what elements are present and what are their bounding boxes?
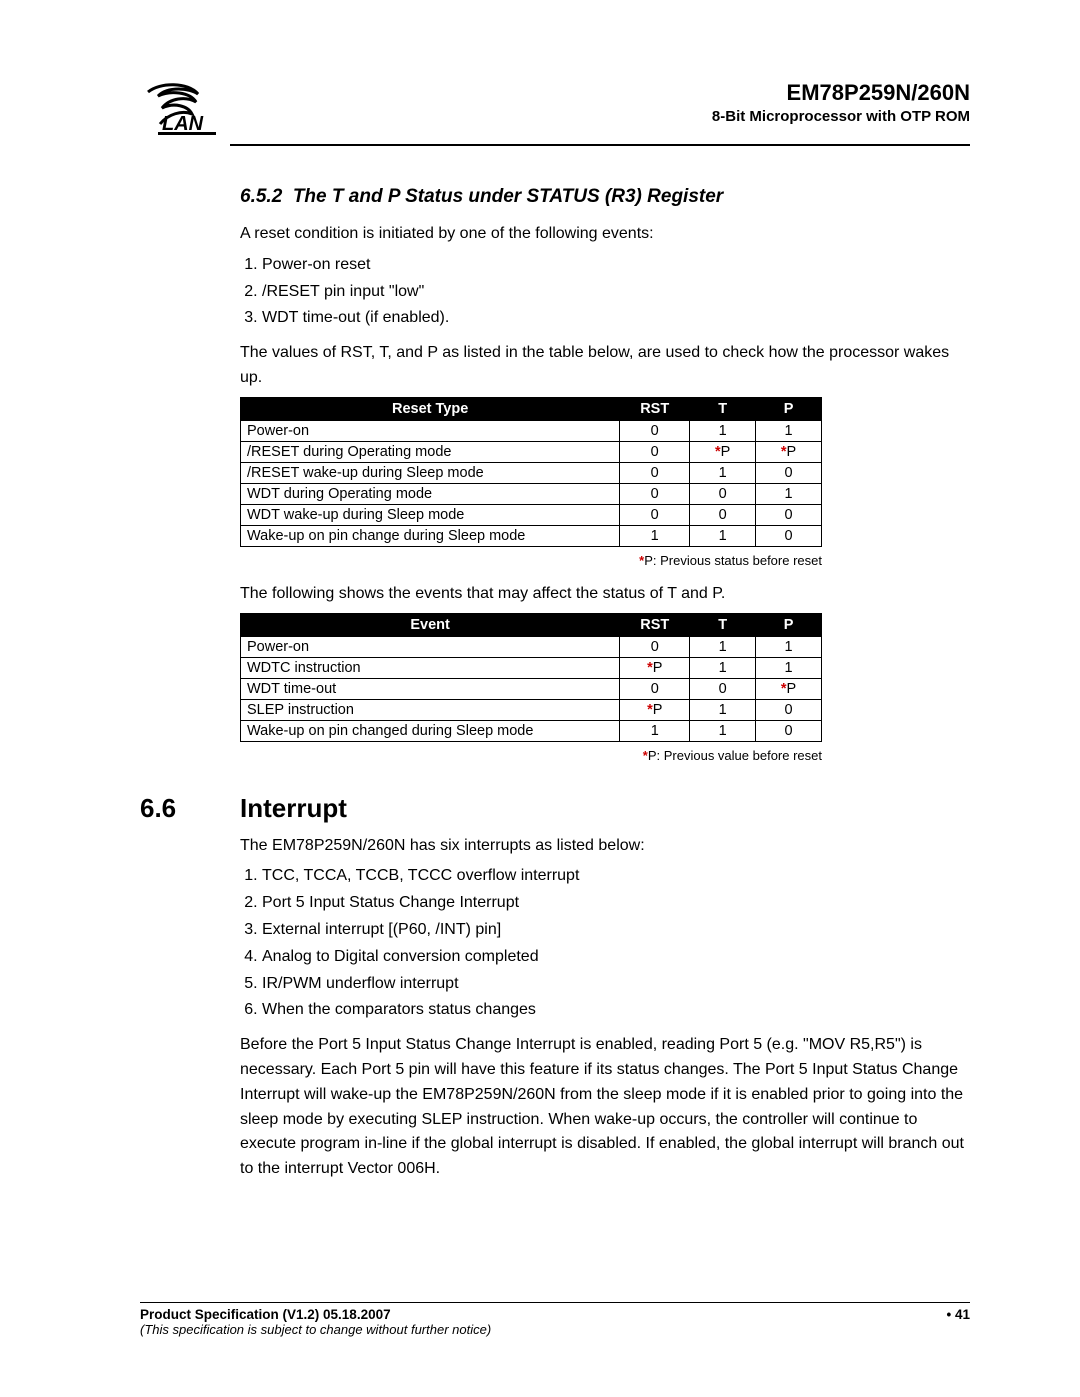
elan-logo: LAN bbox=[140, 80, 230, 140]
th-rst: RST bbox=[620, 613, 690, 636]
cell: 0 bbox=[756, 720, 822, 741]
cell: 1 bbox=[690, 720, 756, 741]
th-t: T bbox=[690, 613, 756, 636]
doc-subtitle: 8-Bit Microprocessor with OTP ROM bbox=[712, 108, 970, 125]
cell: /RESET wake-up during Sleep mode bbox=[241, 462, 620, 483]
cell: *P bbox=[620, 699, 690, 720]
section-66-intro: The EM78P259N/260N has six interrupts as… bbox=[240, 834, 970, 859]
cell: 0 bbox=[690, 678, 756, 699]
cell: 0 bbox=[620, 636, 690, 657]
cell: 0 bbox=[756, 462, 822, 483]
cell: Power-on bbox=[241, 636, 620, 657]
section-652-heading: 6.5.2 The T and P Status under STATUS (R… bbox=[240, 186, 970, 208]
cell: *P bbox=[756, 441, 822, 462]
th-reset-type: Reset Type bbox=[241, 397, 620, 420]
cell: 1 bbox=[690, 657, 756, 678]
cell: SLEP instruction bbox=[241, 699, 620, 720]
cell: 1 bbox=[620, 525, 690, 546]
cell: 1 bbox=[690, 462, 756, 483]
cell: 0 bbox=[756, 699, 822, 720]
th-p: P bbox=[756, 613, 822, 636]
cell: 0 bbox=[690, 504, 756, 525]
cell: 1 bbox=[690, 636, 756, 657]
list-item: External interrupt [(P60, /INT) pin] bbox=[262, 918, 970, 943]
cell: 1 bbox=[756, 657, 822, 678]
cell: 0 bbox=[620, 462, 690, 483]
cell: /RESET during Operating mode bbox=[241, 441, 620, 462]
cell: Power-on bbox=[241, 420, 620, 441]
th-event: Event bbox=[241, 613, 620, 636]
section-title: The T and P Status under STATUS (R3) Reg… bbox=[293, 186, 723, 207]
table2-footnote: *P: Previous value before reset bbox=[240, 748, 822, 763]
cell: 1 bbox=[690, 525, 756, 546]
cell: 1 bbox=[690, 699, 756, 720]
cell: 0 bbox=[620, 483, 690, 504]
cell: 0 bbox=[620, 441, 690, 462]
section-652-intro: A reset condition is initiated by one of… bbox=[240, 222, 970, 247]
list-item: Analog to Digital conversion completed bbox=[262, 945, 970, 970]
cell: 0 bbox=[690, 483, 756, 504]
cell: 1 bbox=[756, 483, 822, 504]
th-t: T bbox=[690, 397, 756, 420]
cell: 1 bbox=[756, 636, 822, 657]
section-66-number: 6.6 bbox=[140, 793, 240, 824]
cell: 0 bbox=[620, 678, 690, 699]
cell: 1 bbox=[690, 420, 756, 441]
list-item: IR/PWM underflow interrupt bbox=[262, 972, 970, 997]
header-rule bbox=[230, 144, 970, 146]
section-66-list: TCC, TCCA, TCCB, TCCC overflow interrupt… bbox=[240, 864, 970, 1023]
cell: *P bbox=[756, 678, 822, 699]
cell: 0 bbox=[620, 420, 690, 441]
cell: 1 bbox=[620, 720, 690, 741]
svg-text:LAN: LAN bbox=[162, 113, 204, 135]
th-p: P bbox=[756, 397, 822, 420]
mid-paragraph: The following shows the events that may … bbox=[240, 582, 970, 607]
list-item: TCC, TCCA, TCCB, TCCC overflow interrupt bbox=[262, 864, 970, 889]
event-table: Event RST T P Power-on011 WDTC instructi… bbox=[240, 613, 822, 742]
section-66-paragraph: Before the Port 5 Input Status Change In… bbox=[240, 1033, 970, 1182]
cell: 0 bbox=[756, 525, 822, 546]
footer-left: Product Specification (V1.2) 05.18.2007 bbox=[140, 1307, 391, 1322]
section-66-title: Interrupt bbox=[240, 793, 347, 824]
cell: WDT during Operating mode bbox=[241, 483, 620, 504]
cell: WDT time-out bbox=[241, 678, 620, 699]
footer-note: (This specification is subject to change… bbox=[140, 1322, 970, 1337]
list-item: /RESET pin input "low" bbox=[262, 280, 970, 305]
cell: *P bbox=[690, 441, 756, 462]
cell: 0 bbox=[620, 504, 690, 525]
reset-type-table: Reset Type RST T P Power-on011 /RESET du… bbox=[240, 397, 822, 547]
cell: Wake-up on pin change during Sleep mode bbox=[241, 525, 620, 546]
table1-footnote: *P: Previous status before reset bbox=[240, 553, 822, 568]
cell: WDTC instruction bbox=[241, 657, 620, 678]
cell: *P bbox=[620, 657, 690, 678]
page-footer: Product Specification (V1.2) 05.18.2007 … bbox=[140, 1294, 970, 1337]
cell: Wake-up on pin changed during Sleep mode bbox=[241, 720, 620, 741]
list-item: Port 5 Input Status Change Interrupt bbox=[262, 891, 970, 916]
section-652-list: Power-on reset /RESET pin input "low" WD… bbox=[240, 253, 970, 331]
th-rst: RST bbox=[620, 397, 690, 420]
footer-right: • 41 bbox=[946, 1307, 970, 1322]
section-652-para2: The values of RST, T, and P as listed in… bbox=[240, 341, 970, 391]
cell: 1 bbox=[756, 420, 822, 441]
list-item: WDT time-out (if enabled). bbox=[262, 306, 970, 331]
doc-title: EM78P259N/260N bbox=[712, 80, 970, 106]
cell: WDT wake-up during Sleep mode bbox=[241, 504, 620, 525]
list-item: Power-on reset bbox=[262, 253, 970, 278]
cell: 0 bbox=[756, 504, 822, 525]
section-number: 6.5.2 bbox=[240, 186, 282, 207]
list-item: When the comparators status changes bbox=[262, 998, 970, 1023]
